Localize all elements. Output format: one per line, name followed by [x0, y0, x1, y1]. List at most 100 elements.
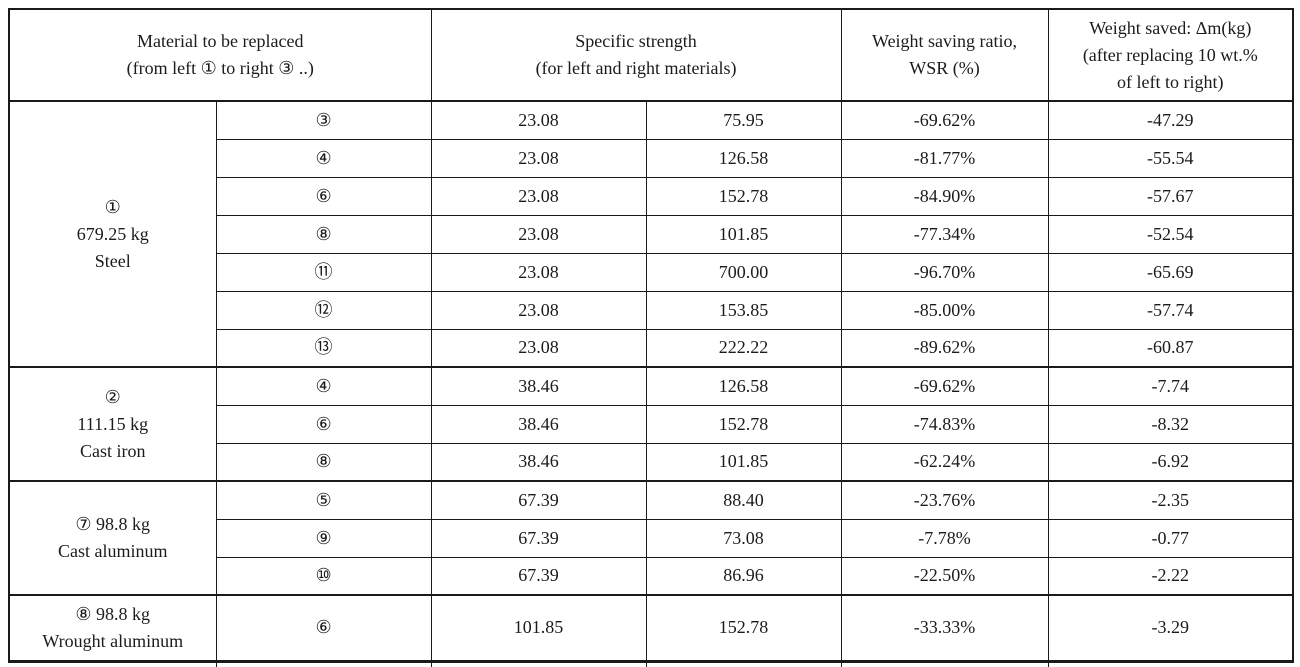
table-row: ⑨ 67.39 73.08 -7.78% -0.77: [9, 518, 1294, 558]
specific-strength-left-cell: 23.08: [430, 328, 647, 368]
header-line: of left to right): [1117, 71, 1224, 92]
weight-saved-cell: -3.29: [1047, 594, 1294, 662]
table-row: ⑧ 98.8 kg Wrought aluminum ⑥ 101.85 152.78 -3…: [8, 594, 1294, 662]
replacement-target-cell: ⑥: [215, 176, 432, 216]
header-line: Specific strength: [575, 31, 697, 51]
replacement-target-cell: ④: [215, 138, 432, 178]
replacement-target-cell: ⑤: [215, 480, 432, 520]
specific-strength-right-cell: 101.85: [645, 214, 842, 254]
column-border-stub: [1048, 660, 1049, 667]
specific-strength-left-cell: 67.39: [430, 480, 647, 520]
replacement-target-cell: ⑥: [215, 594, 432, 662]
replacement-target-cell: ⑫: [215, 290, 432, 330]
wsr-cell: -62.24%: [840, 442, 1049, 482]
wsr-cell: -7.78%: [840, 518, 1049, 558]
table-row: ④ 23.08 126.58 -81.77% -55.54: [9, 138, 1294, 178]
specific-strength-right-cell: 126.58: [645, 138, 842, 178]
wsr-cell: -23.76%: [840, 480, 1049, 520]
replacement-target-cell: ⑧: [215, 442, 432, 482]
wsr-cell: -77.34%: [840, 214, 1049, 254]
group-label-line: ⑧ 98.8 kg: [75, 603, 151, 624]
specific-strength-left-cell: 38.46: [430, 366, 647, 406]
weight-saved-cell: -65.69: [1047, 252, 1294, 292]
col-header-weight-saved: Weight saved: Δm(kg) (after replacing 10…: [1047, 8, 1294, 102]
replacement-target-cell: ③: [215, 100, 432, 140]
table-row: ⑪ 23.08 700.00 -96.70% -65.69: [9, 252, 1294, 292]
replacement-target-cell: ④: [215, 366, 432, 406]
replacement-target-cell: ⑬: [215, 328, 432, 368]
cutoff-next-row-borders: [10, 660, 1294, 667]
specific-strength-right-cell: 153.85: [645, 290, 842, 330]
replacement-target-cell: ⑥: [215, 404, 432, 444]
weight-saved-cell: -7.74: [1047, 366, 1294, 406]
specific-strength-left-cell: 23.08: [430, 138, 647, 178]
specific-strength-right-cell: 222.22: [645, 328, 842, 368]
specific-strength-left-cell: 23.08: [430, 214, 647, 254]
weight-saved-cell: -55.54: [1047, 138, 1294, 178]
group-label-line: Cast aluminum: [58, 541, 168, 561]
material-group-label: ② 111.15 kg Cast iron: [8, 366, 217, 482]
wsr-cell: -74.83%: [840, 404, 1049, 444]
group-label-line: ⑦ 98.8 kg: [75, 514, 151, 534]
specific-strength-right-cell: 152.78: [645, 594, 842, 662]
specific-strength-left-cell: 67.39: [430, 518, 647, 558]
weight-saved-cell: -52.54: [1047, 214, 1294, 254]
group-label-line: ①: [104, 196, 121, 217]
specific-strength-right-cell: 86.96: [645, 556, 842, 596]
table-row: ⑧ 23.08 101.85 -77.34% -52.54: [9, 214, 1294, 254]
table-row: ⑦ 98.8 kg Cast aluminum ⑤ 67.39 88.40 -23.76%…: [8, 480, 1294, 596]
specific-strength-left-cell: 23.08: [430, 290, 647, 330]
table-row: ⑫ 23.08 153.85 -85.00% -57.74: [9, 290, 1294, 330]
material-group-label: ① 679.25 kg Steel: [8, 100, 217, 368]
column-border-stub: [431, 660, 432, 667]
table-body: ① 679.25 kg Steel ③ 23.08 75.95 -69.62% -47.29 ④…: [8, 100, 1294, 662]
wsr-cell: -69.62%: [840, 100, 1049, 140]
replacement-target-cell: ⑧: [215, 214, 432, 254]
specific-strength-right-cell: 152.78: [645, 404, 842, 444]
table-row: ② 111.15 kg Cast iron ④ 38.46 126.58 -69.62% -7…: [8, 366, 1294, 482]
specific-strength-right-cell: 73.08: [645, 518, 842, 558]
table-row: ① 679.25 kg Steel ③ 23.08 75.95 -69.62% -47.29: [8, 100, 1294, 368]
column-border-stub: [841, 660, 842, 667]
specific-strength-right-cell: 101.85: [645, 442, 842, 482]
replacement-target-cell: ⑪: [215, 252, 432, 292]
replacement-target-cell: ⑩: [215, 556, 432, 596]
wsr-cell: -69.62%: [840, 366, 1049, 406]
specific-strength-left-cell: 23.08: [430, 252, 647, 292]
materials-replacement-table: Material to be replaced (from left ① to …: [8, 8, 1295, 663]
weight-saved-cell: -2.22: [1047, 556, 1294, 596]
wsr-cell: -85.00%: [840, 290, 1049, 330]
specific-strength-right-cell: 700.00: [645, 252, 842, 292]
wsr-cell: -89.62%: [840, 328, 1049, 368]
group-label-line: Cast iron: [80, 440, 146, 461]
material-group-label: ⑧ 98.8 kg Wrought aluminum: [8, 594, 217, 662]
header-line: (after replacing 10 wt.%: [1082, 44, 1258, 65]
material-group-label: ⑦ 98.8 kg Cast aluminum: [8, 480, 217, 596]
specific-strength-right-cell: 75.95: [645, 100, 842, 140]
specific-strength-left-cell: 101.85: [430, 594, 647, 662]
group-label-line: Steel: [94, 250, 131, 271]
wsr-cell: -81.77%: [840, 138, 1049, 178]
header-line: (from left ① to right ③ ..): [126, 58, 314, 78]
column-border-stub: [216, 660, 217, 667]
specific-strength-left-cell: 38.46: [430, 404, 647, 444]
col-header-material: Material to be replaced (from left ① to …: [8, 8, 432, 102]
col-header-specific-strength: Specific strength (for left and right ma…: [430, 8, 842, 102]
header-line: (for left and right materials): [535, 58, 737, 78]
header-row: Material to be replaced (from left ① to …: [8, 8, 1294, 102]
column-border-stub: [646, 660, 647, 667]
weight-saved-cell: -0.77: [1047, 518, 1294, 558]
specific-strength-left-cell: 23.08: [430, 176, 647, 216]
specific-strength-left-cell: 23.08: [430, 100, 647, 140]
table-row: ⑩ 67.39 86.96 -22.50% -2.22: [9, 556, 1294, 596]
specific-strength-right-cell: 152.78: [645, 176, 842, 216]
col-header-wsr: Weight saving ratio, WSR (%): [840, 8, 1049, 102]
group-label-line: 111.15 kg: [77, 413, 149, 434]
specific-strength-right-cell: 126.58: [645, 366, 842, 406]
specific-strength-left-cell: 67.39: [430, 556, 647, 596]
group-label-line: 679.25 kg: [76, 223, 149, 244]
weight-saved-cell: -6.92: [1047, 442, 1294, 482]
wsr-cell: -84.90%: [840, 176, 1049, 216]
header-line: WSR (%): [909, 58, 980, 78]
